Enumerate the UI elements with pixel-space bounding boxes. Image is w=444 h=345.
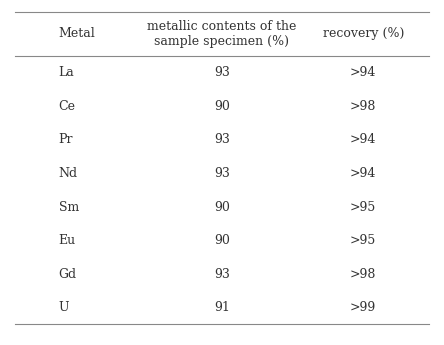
Text: >95: >95 <box>350 200 377 214</box>
Text: 93: 93 <box>214 268 230 280</box>
Text: >94: >94 <box>350 134 377 147</box>
Text: Sm: Sm <box>59 200 79 214</box>
Text: La: La <box>59 67 75 79</box>
Text: >94: >94 <box>350 167 377 180</box>
Text: 93: 93 <box>214 134 230 147</box>
Text: 90: 90 <box>214 234 230 247</box>
Text: 93: 93 <box>214 67 230 79</box>
Text: Pr: Pr <box>59 134 73 147</box>
Text: 90: 90 <box>214 100 230 113</box>
Text: Eu: Eu <box>59 234 76 247</box>
Text: >98: >98 <box>350 100 377 113</box>
Text: Gd: Gd <box>59 268 77 280</box>
Text: >98: >98 <box>350 268 377 280</box>
Text: metallic contents of the
sample specimen (%): metallic contents of the sample specimen… <box>147 20 297 48</box>
Text: 90: 90 <box>214 200 230 214</box>
Text: >99: >99 <box>350 301 377 314</box>
Text: Ce: Ce <box>59 100 76 113</box>
Text: 91: 91 <box>214 301 230 314</box>
Text: >94: >94 <box>350 67 377 79</box>
Text: U: U <box>59 301 69 314</box>
Text: recovery (%): recovery (%) <box>322 27 404 40</box>
Text: Metal: Metal <box>59 27 95 40</box>
Text: 93: 93 <box>214 167 230 180</box>
Text: Nd: Nd <box>59 167 78 180</box>
Text: >95: >95 <box>350 234 377 247</box>
